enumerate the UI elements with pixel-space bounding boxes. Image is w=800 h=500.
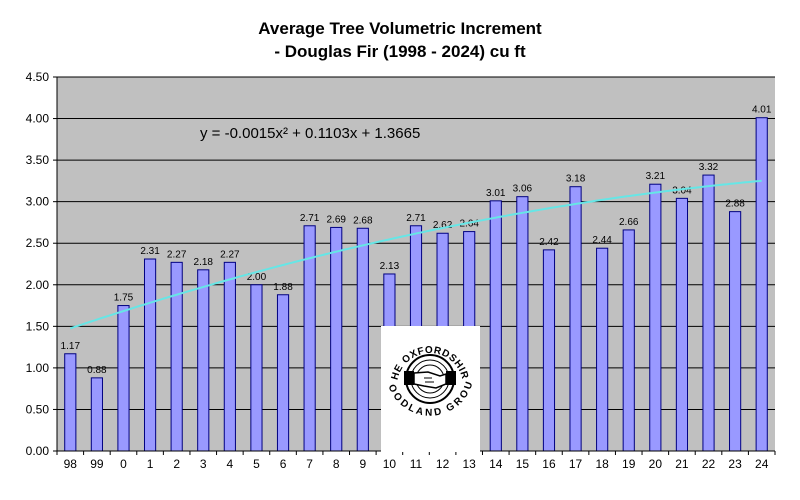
trendline xyxy=(69,179,762,330)
y-tick-label: 1.00 xyxy=(26,361,50,375)
data-label: 2.68 xyxy=(353,215,373,226)
x-tick-label: 23 xyxy=(728,457,742,471)
bar xyxy=(197,269,210,452)
bar xyxy=(276,294,290,452)
x-tick-label: 20 xyxy=(649,457,663,471)
data-label: 3.01 xyxy=(486,188,506,199)
x-tick-label: 8 xyxy=(333,457,340,471)
bar xyxy=(143,258,157,452)
x-tick-label: 21 xyxy=(675,457,689,471)
x-tick-label: 7 xyxy=(306,457,313,471)
y-tick-label: 3.50 xyxy=(26,153,50,167)
data-label: 3.21 xyxy=(646,171,666,182)
data-label: 3.04 xyxy=(672,185,692,196)
data-label: 2.27 xyxy=(220,249,240,260)
x-tick-label: 17 xyxy=(569,457,583,471)
bar xyxy=(330,226,343,452)
x-tick-label: 16 xyxy=(542,457,556,471)
chart-title-line-2: - Douglas Fir (1998 - 2024) cu ft xyxy=(274,42,526,61)
data-label: 2.31 xyxy=(140,246,160,257)
data-label: 3.32 xyxy=(699,162,719,173)
y-tick-label: 2.00 xyxy=(26,278,50,292)
data-label: 2.71 xyxy=(406,213,426,224)
bar xyxy=(755,117,768,452)
data-label: 2.64 xyxy=(459,219,479,230)
trendline-equation: y = -0.0015x² + 0.1103x + 1.3665 xyxy=(200,125,420,142)
y-tick-label: 2.50 xyxy=(26,236,50,250)
trendline-curve xyxy=(69,179,762,330)
bar xyxy=(622,229,635,452)
x-tick-label: 24 xyxy=(755,457,769,471)
x-tick-label: 99 xyxy=(90,457,104,471)
data-label: 2.71 xyxy=(300,213,320,224)
x-axis: 98 99 0 1 2 3 4 5 6 7 8 9 10 11 12 13 14 15 16 17 18 19 20 21 22… xyxy=(56,450,776,471)
x-tick-label: 18 xyxy=(595,457,609,471)
bar xyxy=(489,200,502,452)
x-tick-label: 2 xyxy=(173,457,180,471)
data-label: 2.88 xyxy=(725,199,745,210)
bar xyxy=(542,249,556,452)
y-tick-label: 4.00 xyxy=(26,112,50,126)
data-label: 1.88 xyxy=(273,282,293,293)
data-label: 4.01 xyxy=(752,105,772,116)
data-label: 3.18 xyxy=(566,174,586,185)
data-label: 2.62 xyxy=(433,220,453,231)
chart-title-line-1: Average Tree Volumetric Increment xyxy=(258,19,542,38)
x-tick-label: 5 xyxy=(253,457,260,471)
bar xyxy=(516,196,529,452)
bar xyxy=(356,227,369,452)
x-tick-label: 9 xyxy=(359,457,366,471)
y-tick-label: 0.00 xyxy=(26,444,50,458)
x-tick-label: 98 xyxy=(64,457,78,471)
bar xyxy=(250,284,263,452)
x-tick-label: 12 xyxy=(436,457,450,471)
data-label: 2.13 xyxy=(380,261,400,272)
x-tick-label: 15 xyxy=(516,457,530,471)
bar xyxy=(569,186,582,452)
y-tick-label: 0.50 xyxy=(26,402,50,416)
x-tick-label: 14 xyxy=(489,457,503,471)
bar xyxy=(117,305,130,452)
x-tick-label: 1 xyxy=(147,457,154,471)
y-axis: 0.00 0.50 1.00 1.50 2.00 2.50 3.00 3.50 4.00 4.50 xyxy=(26,70,58,458)
bar xyxy=(223,261,236,452)
data-label: 3.06 xyxy=(513,184,533,195)
data-label: 2.66 xyxy=(619,217,639,228)
bar xyxy=(64,353,77,452)
data-label: 0.88 xyxy=(87,365,107,376)
y-tick-label: 3.00 xyxy=(26,195,50,209)
x-tick-label: 13 xyxy=(463,457,477,471)
data-label: 2.44 xyxy=(592,235,612,246)
y-tick-label: 1.50 xyxy=(26,319,50,333)
bar xyxy=(170,261,183,452)
data-label: 2.27 xyxy=(167,249,187,260)
data-label: 1.75 xyxy=(114,293,134,304)
data-label: 2.42 xyxy=(539,237,559,248)
data-label: 2.18 xyxy=(194,257,214,268)
x-tick-label: 4 xyxy=(227,457,234,471)
data-label: 2.69 xyxy=(326,214,346,225)
handshake-icon xyxy=(404,354,456,404)
y-tick-label: 4.50 xyxy=(26,70,50,84)
x-tick-label: 0 xyxy=(120,457,127,471)
data-label: 1.17 xyxy=(61,341,81,352)
bar xyxy=(675,197,689,452)
x-tick-label: 3 xyxy=(200,457,207,471)
bar xyxy=(90,377,103,452)
x-tick-label: 6 xyxy=(280,457,287,471)
data-label: 2.00 xyxy=(247,272,267,283)
x-tick-label: 11 xyxy=(410,457,423,471)
x-tick-label: 10 xyxy=(383,457,397,471)
x-tick-label: 22 xyxy=(702,457,716,471)
bar xyxy=(649,183,662,452)
bar xyxy=(729,211,742,452)
bar xyxy=(596,247,609,452)
data-labels: 1.17 0.88 1.75 2.31 2.27 2.18 2.27 2.00 1.88 2.71… xyxy=(61,105,772,376)
x-tick-label: 19 xyxy=(622,457,636,471)
bar xyxy=(702,174,715,452)
